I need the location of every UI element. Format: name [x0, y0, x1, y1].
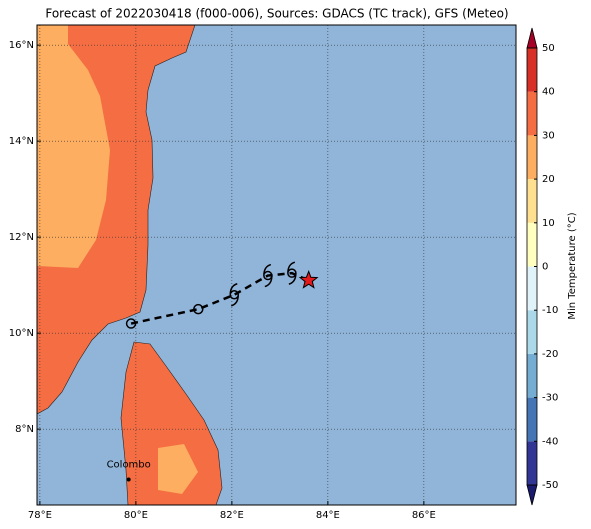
colorbar-band — [527, 91, 537, 136]
colorbar-band — [527, 441, 537, 485]
x-tick-label: 80°E — [124, 510, 148, 521]
map-frame — [36, 24, 517, 506]
land-sri-lanka — [120, 341, 223, 505]
y-tick-label: 16°N — [9, 40, 34, 51]
land-warm-patch — [37, 25, 110, 268]
colorbar-tick-label: 30 — [542, 130, 555, 141]
colorbar-tick-label: -30 — [542, 393, 558, 404]
colorbar-extend-under — [526, 484, 538, 506]
track-point — [193, 303, 204, 315]
x-tick-label: 78°E — [28, 510, 52, 521]
colorbar-band — [527, 353, 537, 398]
track-point — [125, 318, 137, 329]
chart-title: Forecast of 2022030418 (f000-006), Sourc… — [45, 7, 508, 21]
colorbar-tick-label: -10 — [542, 305, 558, 316]
y-tick-label: 8°N — [15, 424, 34, 435]
current-position — [298, 269, 319, 289]
city-point — [126, 477, 131, 482]
colorbar-tick-label: 0 — [542, 262, 548, 273]
colorbar-tick-label: -20 — [542, 349, 558, 360]
track-line — [130, 271, 310, 325]
colorbar-band — [527, 222, 537, 267]
cyclone-symbol — [287, 261, 297, 285]
colorbar-extend-over — [526, 27, 538, 49]
y-tick-label: 14°N — [9, 136, 34, 147]
y-tick-label: 12°N — [9, 232, 34, 243]
cyclone-symbol — [229, 283, 240, 307]
y-tick-label: 10°N — [9, 328, 34, 339]
land-warm-patch — [158, 444, 198, 494]
colorbar-band — [527, 135, 537, 180]
colorbar-tick-label: -50 — [542, 480, 558, 491]
colorbar-band — [527, 48, 537, 92]
land-warm-patch — [40, 100, 52, 110]
colorbar-tick-label: -40 — [542, 436, 558, 447]
x-tick-label: 82°E — [220, 510, 244, 521]
colorbar-label: Min Temperature (°C) — [567, 212, 578, 319]
map-area: Colombo — [37, 25, 516, 505]
city-label: Colombo — [107, 460, 151, 471]
colorbar-band — [527, 266, 537, 311]
x-tick-label: 84°E — [316, 510, 340, 521]
colorbar-tick-label: 40 — [542, 87, 555, 98]
colorbar-tick-label: 10 — [542, 218, 555, 229]
colorbar-tick-label: 50 — [542, 43, 555, 54]
cyclone-symbol — [263, 263, 273, 288]
x-tick-label: 86°E — [412, 510, 436, 521]
colorbar-band — [527, 310, 537, 354]
colorbar-band — [527, 397, 537, 442]
colorbar-band — [527, 179, 537, 223]
colorbar-tick-label: 20 — [542, 174, 555, 185]
